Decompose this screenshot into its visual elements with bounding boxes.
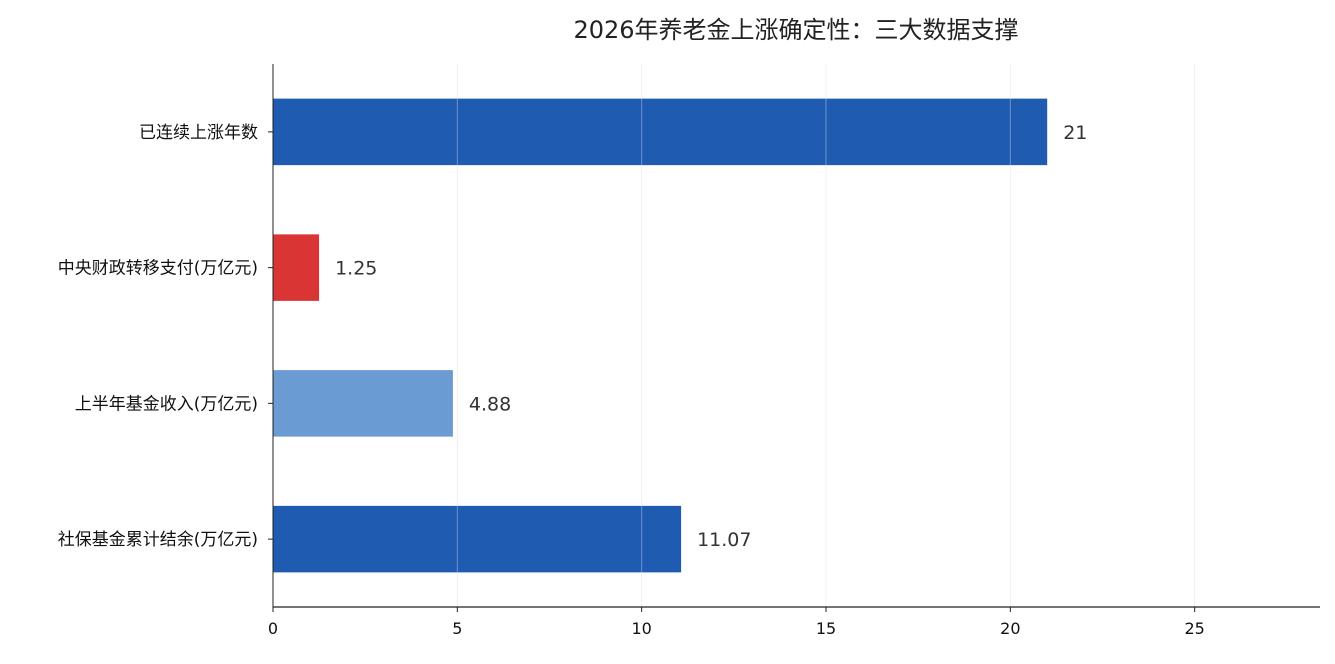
x-tick-label-1: 5 (452, 619, 462, 638)
category-label-2: 上半年基金收入(万亿元) (75, 394, 258, 414)
value-label-2: 4.88 (469, 393, 511, 415)
axes-layer: 0 5 10 15 20 25 (268, 64, 1320, 638)
bars-layer (273, 98, 1048, 573)
bar-2 (273, 370, 453, 437)
category-label-3: 社保基金累计结余(万亿元) (58, 530, 258, 550)
x-tick-label-5: 25 (1184, 619, 1204, 638)
bar-1 (273, 234, 320, 301)
category-label-1: 中央财政转移支付(万亿元) (58, 259, 258, 279)
value-label-3: 11.07 (697, 529, 751, 551)
category-label-0: 已连续上涨年数 (139, 123, 258, 143)
x-tick-label-0: 0 (268, 619, 278, 638)
labels-layer: 21 已连续上涨年数 1.25 中央财政转移支付(万亿元) 4.88 上半年基金收入(万亿… (58, 122, 1088, 551)
value-label-1: 1.25 (335, 258, 377, 280)
x-tick-label-4: 20 (1000, 619, 1020, 638)
chart-title: 2026年养老金上涨确定性：三大数据支撑 (573, 16, 1018, 44)
x-tick-label-3: 15 (816, 619, 836, 638)
x-tick-label-2: 10 (631, 619, 651, 638)
bar-3 (273, 505, 682, 573)
bar-0 (273, 98, 1048, 166)
value-label-0: 21 (1063, 122, 1087, 144)
